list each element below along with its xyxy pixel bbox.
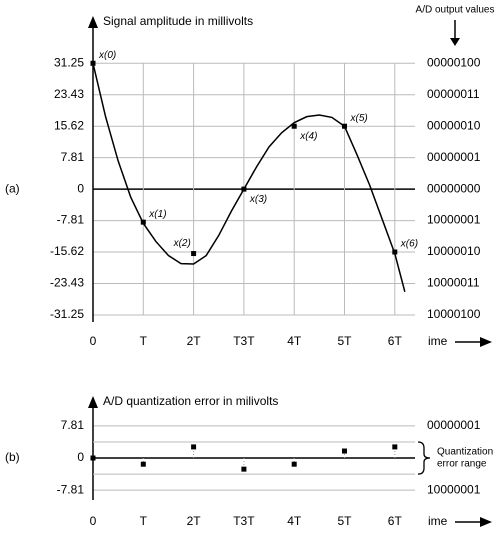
x-tick-label: T (140, 334, 148, 348)
x-tick-label: T3T (233, 334, 255, 348)
error-point (140, 461, 146, 467)
sample-point (291, 123, 297, 129)
panel-label: (b) (5, 450, 20, 464)
y-tick-label: 0 (77, 181, 84, 195)
sample-label: x(2) (173, 238, 191, 249)
y-tick-label: -7.81 (57, 213, 85, 227)
y-tick-label: 15.62 (54, 118, 84, 132)
error-point (291, 461, 297, 467)
sample-label: x(1) (148, 209, 166, 220)
right-title: A/D output values (416, 5, 495, 16)
y-tick-label: -23.43 (50, 276, 84, 290)
error-point (90, 455, 96, 461)
sample-point (140, 219, 146, 225)
y-tick-label: 7.81 (61, 418, 85, 432)
sample-point (241, 186, 247, 192)
error-point (241, 466, 247, 472)
y-tick-label: 0 (77, 450, 84, 464)
sample-label: x(0) (98, 50, 116, 61)
ad-value-label: 00000000 (427, 181, 481, 195)
y-tick-label: -7.81 (57, 482, 85, 496)
arrow-head (450, 38, 460, 46)
panel-title: A/D quantization error in milivolts (103, 394, 278, 408)
x-tick-label: 6T (388, 514, 403, 528)
x-tick-label: T3T (233, 514, 255, 528)
y-arrow-head (88, 396, 98, 408)
sample-point (90, 60, 96, 66)
sample-point (392, 249, 398, 255)
ad-value-label: 10000100 (427, 307, 481, 321)
x-tick-label: 5T (337, 514, 352, 528)
panel-title: Signal amplitude in millivolts (103, 14, 253, 28)
ad-value-label: 10000001 (427, 482, 481, 496)
x-tick-label: T (140, 514, 148, 528)
y-tick-label: 7.81 (61, 150, 85, 164)
brace (417, 441, 431, 475)
ad-value-label: 10000010 (427, 244, 481, 258)
x-tick-label: 5T (337, 334, 352, 348)
error-point (191, 444, 197, 450)
x-arrow-head (480, 337, 492, 347)
x-tick-label: 2T (187, 334, 202, 348)
error-point (342, 448, 347, 454)
x-tick-label: 0 (90, 514, 97, 528)
ad-value-label: 00000011 (427, 87, 480, 101)
ad-value-label: 00000010 (427, 118, 481, 132)
ad-value-label: 10000011 (427, 276, 480, 290)
ad-value-label: 10000001 (427, 213, 481, 227)
sample-label: x(5) (350, 113, 368, 124)
range-label: Quantization (437, 447, 493, 458)
y-tick-label: 23.43 (54, 87, 84, 101)
panel-label: (a) (5, 181, 20, 195)
sample-label: x(3) (249, 194, 267, 205)
x-tick-label: 0 (90, 334, 97, 348)
x-axis-label: ime (428, 334, 448, 348)
ad-value-label: 00000001 (427, 418, 481, 432)
ad-value-label: 00000100 (427, 55, 481, 69)
range-label: error range (437, 459, 487, 470)
x-tick-label: 6T (388, 334, 403, 348)
y-tick-label: 31.25 (54, 55, 84, 69)
x-tick-label: 4T (287, 334, 302, 348)
x-arrow-head (480, 517, 492, 527)
x-axis-label: ime (428, 514, 448, 528)
y-tick-label: -31.25 (50, 307, 84, 321)
signal-curve (92, 63, 406, 292)
sample-label: x(6) (400, 239, 418, 250)
sample-point (342, 123, 347, 129)
ad-value-label: 00000001 (427, 150, 481, 164)
x-tick-label: 2T (187, 514, 202, 528)
x-tick-label: 4T (287, 514, 302, 528)
error-point (392, 444, 398, 450)
y-arrow-head (88, 16, 98, 28)
sample-point (191, 251, 197, 257)
sample-label: x(4) (299, 131, 317, 142)
y-tick-label: -15.62 (50, 244, 84, 258)
